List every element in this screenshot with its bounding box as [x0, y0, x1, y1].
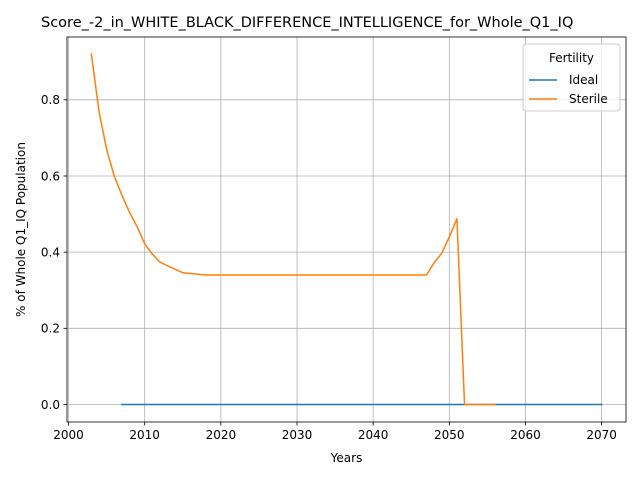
legend-box: [522, 43, 621, 112]
x-tick-label: 2010: [129, 428, 160, 442]
legend-title: Fertility: [549, 51, 594, 65]
x-tick-label: 2060: [510, 428, 541, 442]
y-tick-label: 0.8: [41, 93, 60, 107]
y-axis-label: % of Whole Q1_IQ Population: [14, 142, 28, 317]
plot-frame: [66, 36, 627, 423]
ticks: 2000 2010 2020 2030 2040 2050 2060 2070 0.0 0.2 0.…: [41, 93, 617, 442]
y-tick-label: 0.2: [41, 322, 60, 336]
x-tick-label: 2040: [358, 428, 389, 442]
grid: [67, 37, 626, 422]
legend-entry: Sterile: [569, 92, 608, 106]
series-line-sterile: [90, 53, 496, 406]
x-axis-label: Years: [330, 451, 363, 465]
x-tick-label: 2070: [586, 428, 617, 442]
series-layer: [90, 53, 603, 406]
legend: Fertility Ideal Sterile: [522, 43, 621, 112]
x-tick-label: 2050: [434, 428, 465, 442]
chart-title: Score_-2_in_WHITE_BLACK_DIFFERENCE_INTEL…: [41, 15, 573, 31]
x-tick-label: 2000: [53, 428, 84, 442]
x-tick-label: 2030: [282, 428, 313, 442]
y-tick-label: 0.0: [41, 398, 60, 412]
x-tick-label: 2020: [206, 428, 237, 442]
y-tick-label: 0.6: [41, 169, 60, 183]
legend-entry: Ideal: [569, 73, 598, 87]
y-tick-label: 0.4: [41, 245, 60, 259]
